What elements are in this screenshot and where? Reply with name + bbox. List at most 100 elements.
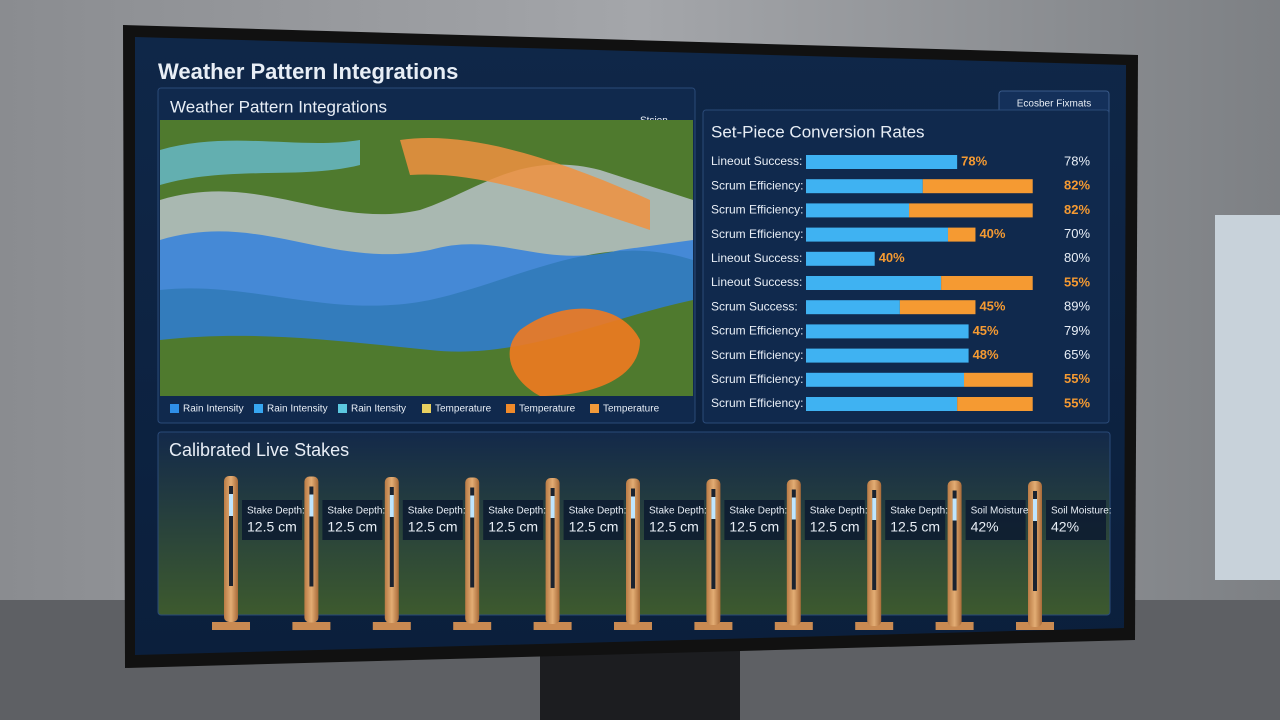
- row-value: 70%: [1064, 226, 1090, 241]
- row-label: Scrum Efficiency:: [711, 396, 803, 410]
- stake-tag: [563, 500, 624, 540]
- stake-light: [872, 498, 877, 520]
- bar-blue: [806, 203, 910, 218]
- legend-swatch: [254, 404, 263, 413]
- stake-light: [711, 497, 716, 519]
- stake-tag: [322, 500, 383, 540]
- stake-base: [212, 622, 250, 630]
- bar-orange: [964, 372, 1033, 387]
- legend-label: Temperature: [603, 404, 660, 415]
- stake-value: 12.5 cm: [569, 519, 619, 535]
- legend-swatch: [506, 404, 515, 413]
- stake-gauge: [631, 488, 635, 589]
- stake-value: 12.5 cm: [810, 519, 860, 535]
- stake-value: 12.5 cm: [729, 519, 779, 535]
- stake-value: 12.5 cm: [649, 519, 699, 535]
- stake-label: Soil Moisture:: [971, 506, 1032, 517]
- bar-label: 40%: [979, 226, 1005, 241]
- stake-base: [372, 622, 411, 630]
- row-label: Scrum Efficiency:: [711, 324, 803, 338]
- row-label: Scrum Efficiency:: [711, 348, 803, 362]
- stake-gauge: [1033, 491, 1037, 591]
- bar-orange: [957, 397, 1033, 411]
- bar-label: 45%: [979, 299, 1005, 314]
- bar-label: 48%: [973, 347, 999, 362]
- stake-base: [292, 622, 331, 630]
- stake-label: Stake Depth:: [649, 506, 707, 517]
- stake-tag: [804, 500, 865, 540]
- legend-label: Rain Intensity: [267, 404, 328, 415]
- bar-label: 40%: [879, 250, 905, 265]
- stake-gauge: [550, 488, 555, 588]
- stake-light: [470, 495, 475, 518]
- stake-label: Stake Depth:: [408, 506, 466, 517]
- header-button-text[interactable]: Ecosber Fixmats: [1017, 99, 1091, 110]
- map-rain: [160, 140, 360, 185]
- stake-gauge: [872, 490, 877, 590]
- bar-blue: [806, 300, 900, 315]
- stakes-title: Calibrated Live Stakes: [169, 440, 349, 460]
- legend-swatch: [338, 404, 347, 413]
- bar-blue: [806, 227, 948, 242]
- bar-blue: [806, 372, 965, 387]
- map-heat: [509, 308, 640, 396]
- bar-label: 55%: [1064, 274, 1090, 289]
- bar-label: 55%: [1064, 395, 1090, 410]
- legend-swatch: [422, 404, 431, 413]
- bar-blue: [806, 155, 958, 169]
- stake-label: Stake Depth:: [890, 506, 948, 517]
- row-label: Scrum Efficiency:: [711, 178, 803, 192]
- row-label: Lineout Success:: [711, 251, 802, 265]
- stake-gauge: [229, 486, 233, 586]
- stake-base: [533, 622, 572, 630]
- stake-label: Stake Depth:: [810, 506, 868, 517]
- legend-label: Rain Intensity: [183, 404, 244, 415]
- stake-light: [550, 496, 555, 518]
- row-label: Scrum Efficiency:: [711, 372, 803, 386]
- bar-blue: [806, 251, 875, 266]
- stake-base: [453, 622, 492, 630]
- stake-light: [952, 498, 957, 521]
- row-label: Scrum Efficiency:: [711, 227, 803, 241]
- stake-gauge: [711, 489, 716, 589]
- stake-label: Stake Depth:: [327, 506, 385, 517]
- stake-value: 42%: [1051, 519, 1079, 535]
- stake-label: Stake Depth:: [569, 506, 627, 517]
- stake-label: Stake Depth:: [488, 506, 546, 517]
- stake-light: [791, 497, 796, 520]
- stake-gauge: [470, 487, 475, 588]
- stake-tag: [1046, 500, 1106, 540]
- bar-label: 55%: [1064, 371, 1090, 386]
- stake-base: [694, 622, 733, 630]
- map-title: Weather Pattern Integrations: [170, 97, 387, 116]
- row-value: 80%: [1064, 250, 1090, 265]
- stake-light: [229, 494, 233, 516]
- stake-gauge: [389, 487, 394, 587]
- row-value: 79%: [1064, 323, 1090, 338]
- stake-tag: [885, 500, 946, 540]
- stake-light: [1033, 499, 1037, 521]
- window: [1215, 215, 1280, 580]
- stake-label: Stake Depth:: [247, 506, 305, 517]
- bar-blue: [806, 397, 958, 411]
- stake-light: [309, 494, 314, 517]
- row-label: Lineout Success:: [711, 275, 802, 289]
- bar-orange: [941, 276, 1033, 290]
- stake-label: Stake Depth:: [729, 506, 787, 517]
- bar-orange: [899, 300, 976, 315]
- stake-gauge: [791, 489, 796, 590]
- map-heat: [400, 138, 650, 230]
- stake-tag: [644, 500, 704, 540]
- row-value: 78%: [1064, 153, 1090, 168]
- stake-value: 12.5 cm: [408, 519, 458, 535]
- bar-orange: [947, 227, 976, 242]
- stake-light: [389, 495, 394, 517]
- stake-gauge: [309, 486, 314, 587]
- bar-blue: [806, 276, 942, 290]
- row-value: 65%: [1064, 347, 1090, 362]
- stake-gauge: [952, 490, 957, 591]
- bar-orange: [909, 203, 1033, 218]
- row-label: Lineout Success:: [711, 154, 802, 168]
- row-value: 89%: [1064, 299, 1090, 314]
